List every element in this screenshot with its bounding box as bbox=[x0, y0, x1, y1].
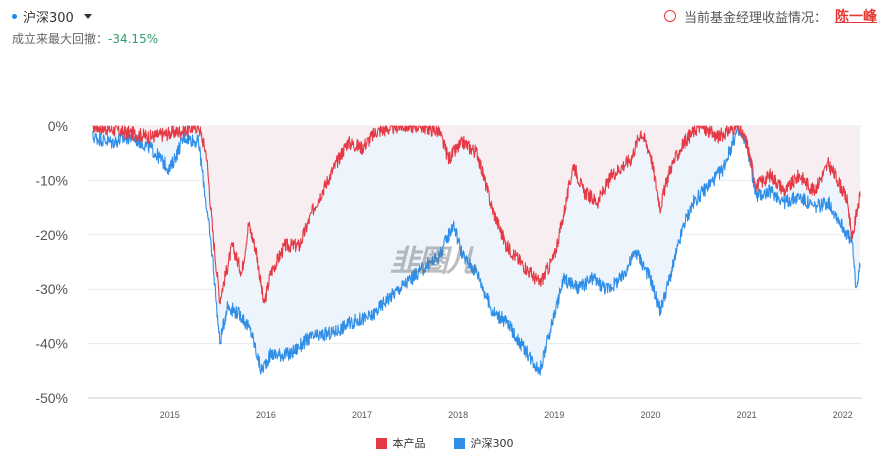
y-tick-label: 0% bbox=[48, 118, 68, 134]
y-tick-label: -10% bbox=[35, 172, 68, 188]
x-tick-label: 2020 bbox=[640, 410, 660, 420]
x-tick-label: 2015 bbox=[160, 410, 180, 420]
x-tick-label: 2019 bbox=[544, 410, 564, 420]
x-tick-label: 2021 bbox=[737, 410, 757, 420]
caret-down-icon[interactable] bbox=[83, 14, 92, 19]
x-tick-label: 2016 bbox=[256, 410, 276, 420]
legend-item-product[interactable]: 本产品 bbox=[375, 435, 426, 451]
radio-circle-icon[interactable] bbox=[663, 10, 676, 22]
y-tick-label: -40% bbox=[35, 336, 68, 352]
series-line-index bbox=[92, 125, 861, 376]
max-drawdown-value: -34.15% bbox=[108, 32, 159, 46]
benchmark-dot-icon bbox=[12, 14, 17, 19]
legend-label-product: 本产品 bbox=[392, 437, 426, 450]
x-tick-label: 2022 bbox=[833, 410, 853, 420]
chart-lines bbox=[92, 125, 861, 376]
legend-swatch-product bbox=[375, 437, 387, 449]
chart-header: 沪深300 成立来最大回撤：-34.15% 当前基金经理收益情况： 陈一峰 bbox=[0, 0, 889, 50]
max-drawdown-label: 成立来最大回撤： bbox=[12, 32, 109, 46]
max-drawdown: 成立来最大回撤：-34.15% bbox=[12, 30, 158, 47]
chart-fills bbox=[92, 126, 861, 375]
watermark-logo: 韭圈儿 bbox=[390, 244, 476, 279]
legend-swatch-index bbox=[453, 437, 465, 449]
drawdown-chart: 0%-10%-20%-30%-40%-50% 2015 2016 2017 2018 2… bbox=[35, 118, 862, 420]
y-axis: 0% -10% -20% -30% -40% -50% bbox=[35, 118, 68, 406]
legend-label-index: 沪深300 bbox=[470, 437, 514, 450]
chart-legend: 本产品 沪深300 bbox=[0, 435, 889, 451]
manager-name-link[interactable]: 陈一峰 bbox=[835, 9, 877, 25]
manager-returns: 当前基金经理收益情况： 陈一峰 bbox=[663, 6, 877, 26]
y-tick-label: -30% bbox=[35, 281, 68, 297]
benchmark-selector[interactable]: 沪深300 bbox=[12, 7, 92, 26]
series-area-product bbox=[92, 126, 861, 304]
x-tick-label: 2017 bbox=[352, 410, 372, 420]
legend-item-index[interactable]: 沪深300 bbox=[453, 435, 514, 451]
x-tick-label: 2018 bbox=[448, 410, 468, 420]
series-line-product bbox=[92, 125, 861, 305]
benchmark-label: 沪深300 bbox=[23, 11, 74, 26]
x-axis: 2015 2016 2017 2018 2019 2020 2021 2022 bbox=[160, 410, 853, 420]
manager-returns-label: 当前基金经理收益情况： bbox=[683, 10, 827, 26]
y-tick-label: -20% bbox=[35, 227, 68, 243]
y-tick-label: -50% bbox=[35, 390, 68, 406]
